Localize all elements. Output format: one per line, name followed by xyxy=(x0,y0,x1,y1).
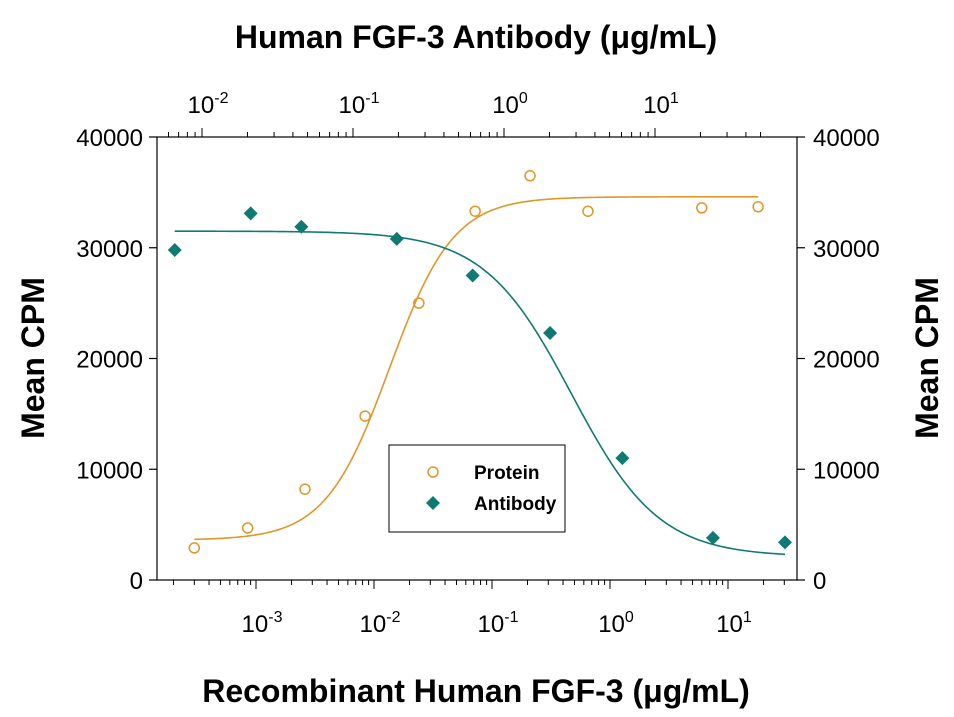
legend-protein-marker xyxy=(427,466,439,478)
protein-point xyxy=(524,170,536,182)
antibody-point xyxy=(465,268,480,283)
x-tick-label-top: 10-2 xyxy=(188,90,229,119)
fit-curve-antibody xyxy=(174,230,786,556)
x-tick-label-bottom: 100 xyxy=(598,609,634,638)
y-tick-label-left: 10000 xyxy=(76,457,143,484)
legend: Protein Antibody xyxy=(388,444,566,533)
x-tick-label-bottom: 101 xyxy=(716,609,752,638)
protein-point xyxy=(188,542,201,554)
protein-point xyxy=(241,522,254,534)
y-tick-label-left: 0 xyxy=(130,568,143,595)
data-points xyxy=(167,170,793,554)
y-tick-label-left: 40000 xyxy=(76,125,143,152)
antibody-point xyxy=(778,535,793,550)
antibody-point xyxy=(294,219,309,234)
x-tick-label-bottom: 10-1 xyxy=(478,609,519,638)
chart-title: Human FGF-3 Antibody (μg/mL) xyxy=(235,19,717,55)
protein-point xyxy=(582,205,594,217)
protein-point xyxy=(299,483,311,495)
y-axis-label-left: Mean CPM xyxy=(15,277,51,439)
fit-curves xyxy=(174,196,786,556)
y-tick-label-left: 30000 xyxy=(76,236,143,263)
y-tick-label-right: 20000 xyxy=(813,347,880,374)
fit-curve-protein xyxy=(194,196,759,541)
protein-point xyxy=(359,410,371,422)
x-tick-label-bottom: 10-2 xyxy=(360,609,401,638)
antibody-point xyxy=(167,242,182,257)
legend-antibody-marker xyxy=(426,496,440,510)
legend-protein-label: Protein xyxy=(474,463,539,484)
protein-point xyxy=(469,205,481,217)
x-tick-label-top: 101 xyxy=(643,90,679,119)
y-tick-label-left: 20000 xyxy=(76,347,143,374)
x-tick-label-top: 100 xyxy=(492,90,528,119)
protein-point xyxy=(752,201,764,213)
x-axis-label: Recombinant Human FGF-3 (μg/mL) xyxy=(202,673,750,709)
protein-point xyxy=(696,202,708,214)
antibody-point xyxy=(705,530,720,545)
protein-point xyxy=(413,297,425,309)
y-tick-label-right: 40000 xyxy=(813,125,880,152)
legend-antibody-label: Antibody xyxy=(474,494,557,515)
antibody-point xyxy=(243,206,258,221)
antibody-point xyxy=(615,451,630,466)
x-tick-label-bottom: 10-3 xyxy=(242,609,283,638)
y-tick-label-right: 10000 xyxy=(813,457,880,484)
legend-box xyxy=(388,444,566,533)
y-tick-label-right: 0 xyxy=(813,568,826,595)
y-axis-label-right: Mean CPM xyxy=(909,277,945,439)
y-tick-label-right: 30000 xyxy=(813,236,880,263)
x-tick-label-top: 10-1 xyxy=(339,90,380,119)
antibody-point xyxy=(389,231,404,246)
antibody-point xyxy=(543,326,558,341)
axis-ticks: 0 0 10000 10000 20000 20000 30000 30000 40000 400… xyxy=(76,90,880,638)
